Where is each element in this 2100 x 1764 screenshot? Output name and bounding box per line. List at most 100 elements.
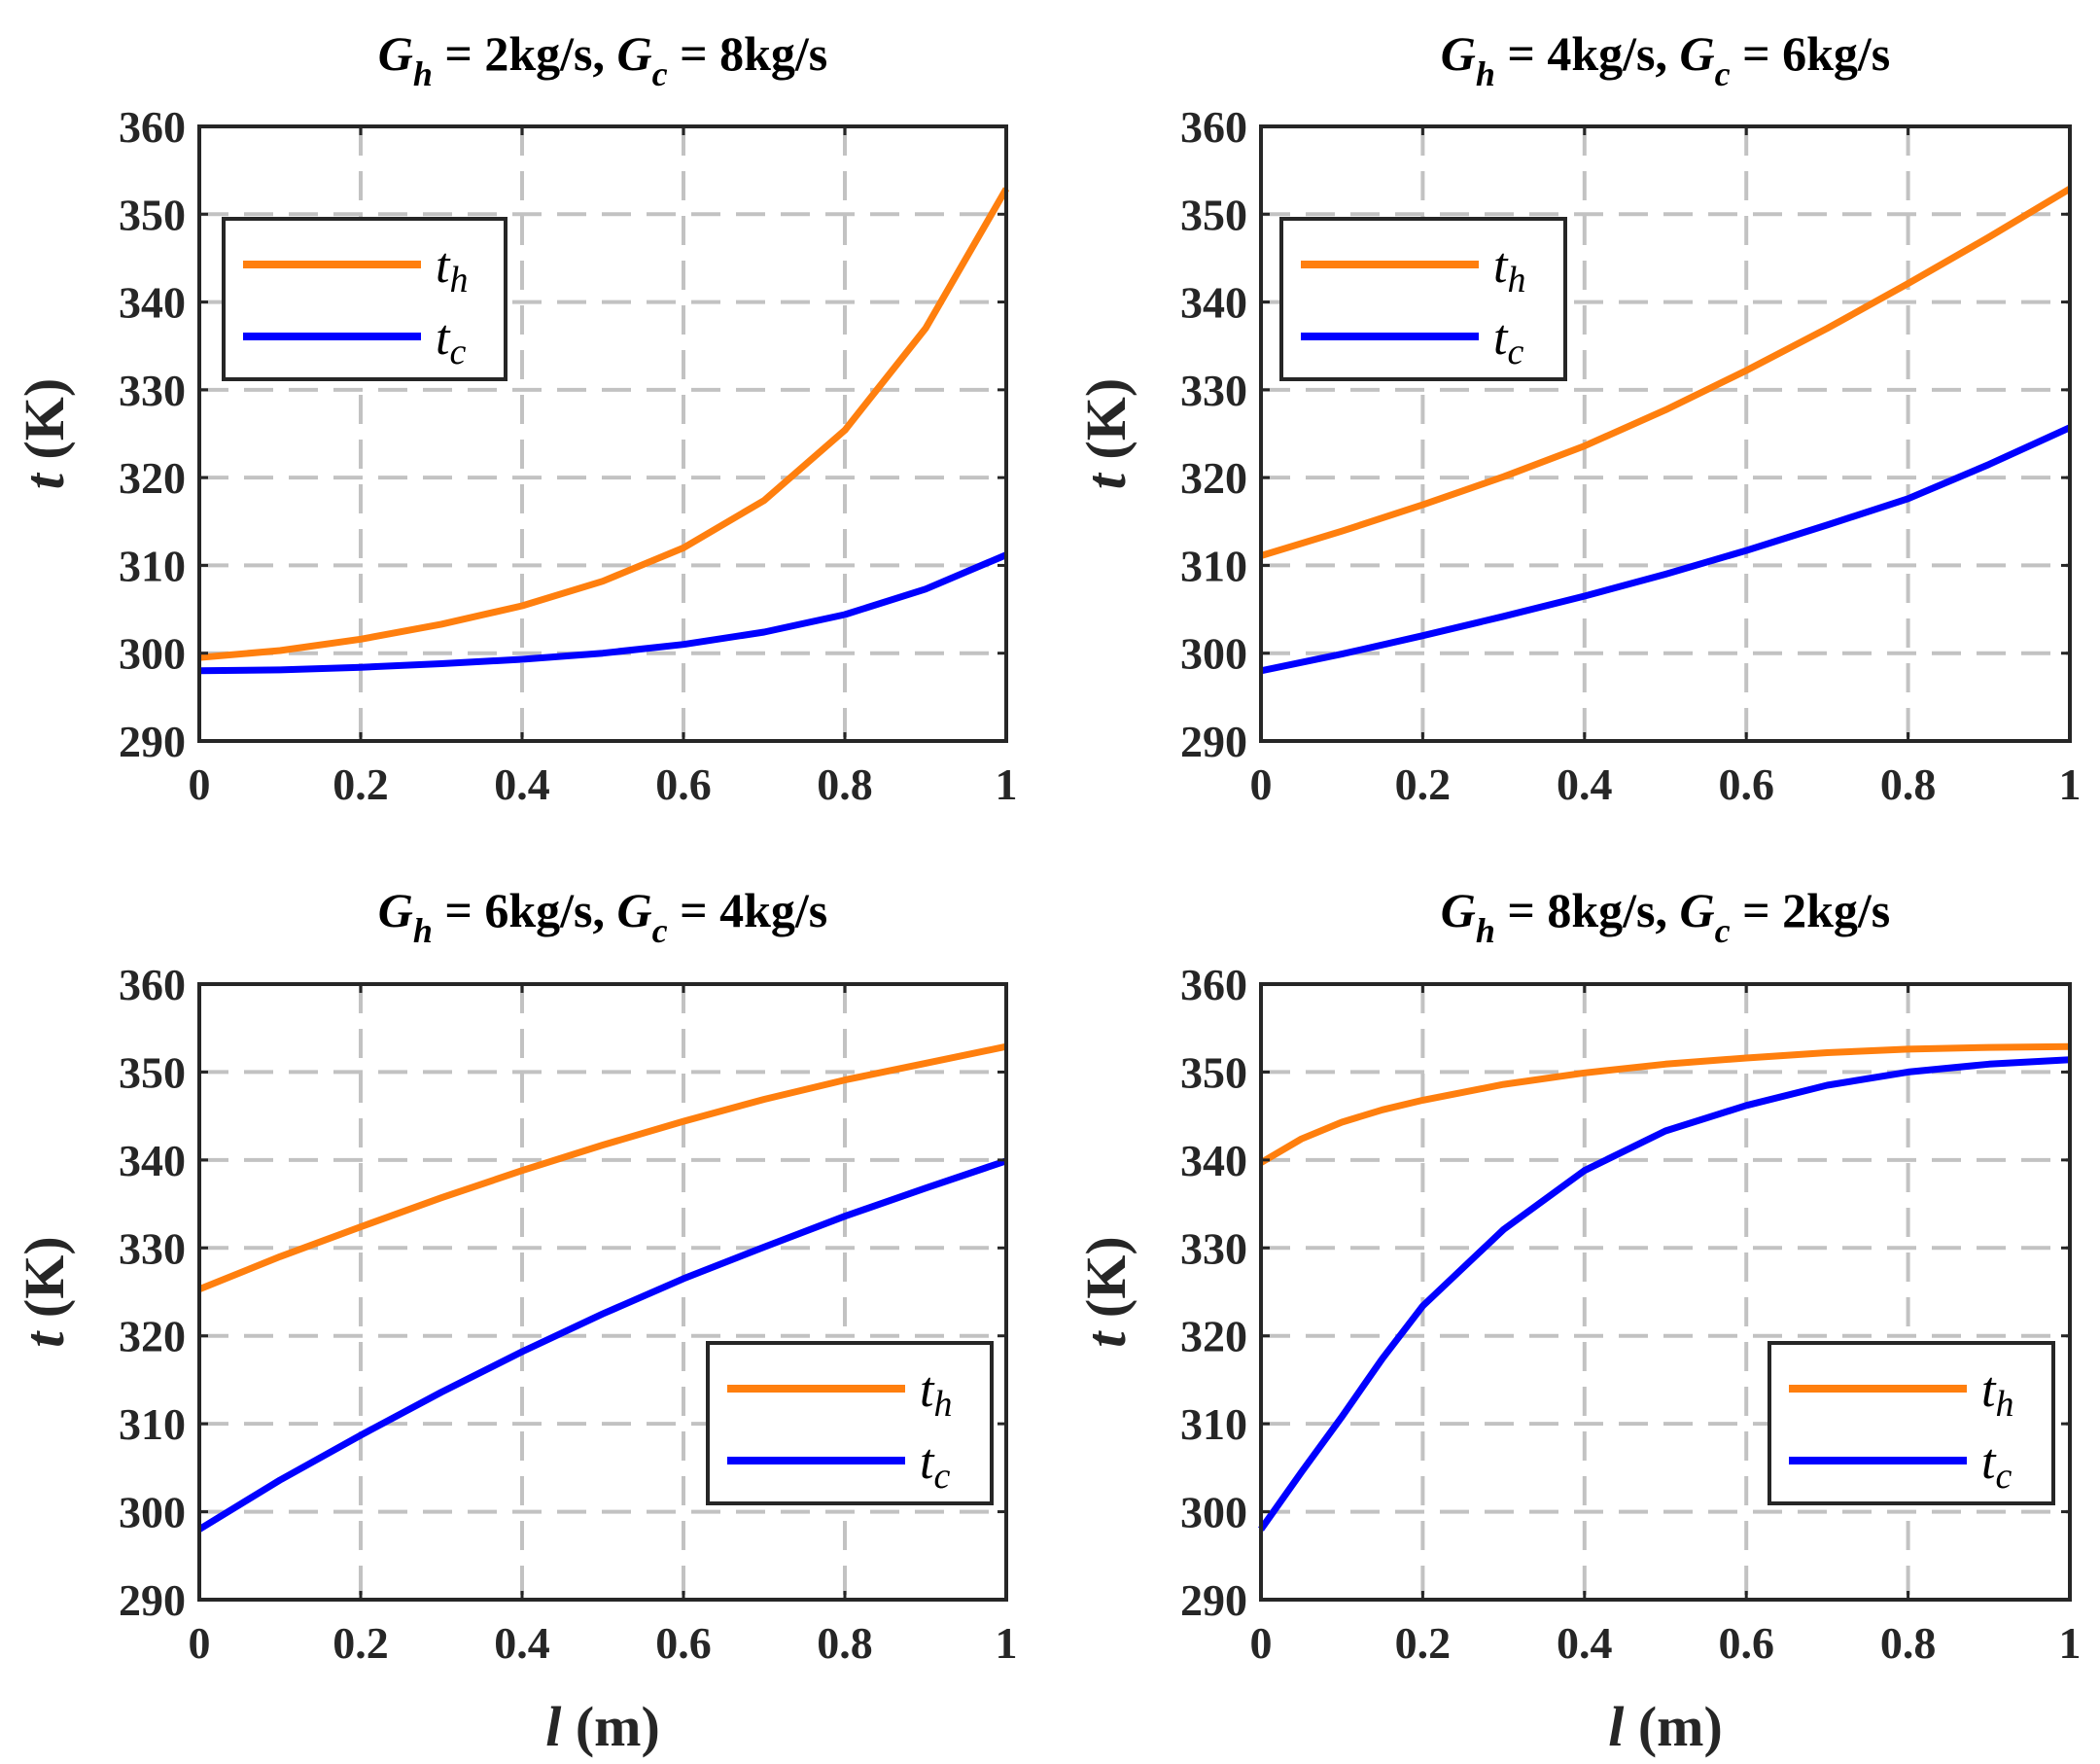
y-tick-label: 360 xyxy=(1180,960,1247,1009)
x-tick-label: 0.2 xyxy=(1395,1618,1452,1668)
chart-title-part: = 6kg/s, xyxy=(433,883,617,937)
y-tick-label: 320 xyxy=(1180,1312,1247,1361)
y-axis-label: t (K) xyxy=(13,378,76,489)
y-axis-label: t (K) xyxy=(1074,1236,1138,1347)
x-axis-label-symbol: l xyxy=(545,1695,562,1758)
legend-label-symbol: t xyxy=(1981,1434,1997,1490)
grid-lines xyxy=(1261,984,2070,1600)
x-tick-label: 0 xyxy=(189,759,211,809)
legend-label-t_h: th xyxy=(1981,1362,2013,1425)
y-tick-label: 330 xyxy=(1180,366,1247,415)
x-axis-label-symbol: l xyxy=(1608,1695,1625,1758)
chart-title: Gh = 4kg/s, Gc = 6kg/s xyxy=(1441,26,1891,93)
y-tick-label: 360 xyxy=(119,102,186,152)
chart-title-part: G xyxy=(1680,26,1715,81)
x-tick-label: 0.4 xyxy=(1557,759,1613,809)
x-tick-label: 0.8 xyxy=(1880,1618,1937,1668)
legend-label-sub: c xyxy=(1507,332,1523,372)
legend-label-t_c: tc xyxy=(920,1434,950,1497)
legend: th tc xyxy=(1279,217,1567,381)
tick-marks xyxy=(1259,124,2072,743)
legend-label-symbol: t xyxy=(436,238,451,294)
y-tick-label: 360 xyxy=(119,960,186,1009)
y-tick-label: 310 xyxy=(1180,1399,1247,1449)
y-tick-label: 330 xyxy=(119,366,186,415)
chart-title-part: G xyxy=(1441,26,1476,81)
chart-title-part: h xyxy=(413,54,433,93)
x-tick-label: 1 xyxy=(2059,1618,2082,1668)
legend-label-t_h: th xyxy=(1493,238,1525,300)
chart-title-part: c xyxy=(1715,911,1731,950)
y-axis-label-unit: (K) xyxy=(13,1236,76,1331)
legend-label-sub: h xyxy=(933,1384,952,1425)
legend-label-t_h: th xyxy=(436,238,468,300)
y-tick-label: 360 xyxy=(1180,102,1247,152)
chart-title-part: = 4kg/s, xyxy=(1495,26,1680,81)
y-tick-label: 340 xyxy=(119,1136,186,1185)
x-tick-label: 1 xyxy=(996,1618,1018,1668)
chart-panel-1: 0 0.2 0.4 0.6 0.8 1 290 300 310 320 330 340 350 360 Gh… xyxy=(13,26,1018,809)
y-tick-label: 340 xyxy=(1180,1136,1247,1185)
y-tick-label: 300 xyxy=(119,1488,186,1537)
y-tick-label: 320 xyxy=(1180,453,1247,503)
chart-title-part: h xyxy=(413,911,433,950)
y-axis-label: t (K) xyxy=(13,1236,76,1347)
y-tick-label: 320 xyxy=(119,1312,186,1361)
chart-title-part: G xyxy=(378,883,413,937)
y-tick-label: 340 xyxy=(119,278,186,328)
legend-box xyxy=(706,1341,994,1505)
legend-label-t_h: th xyxy=(920,1362,952,1425)
series-line-t_c xyxy=(1258,1056,2071,1532)
x-tick-label: 0.2 xyxy=(332,759,389,809)
chart-panel-2: 0 0.2 0.4 0.6 0.8 1 290 300 310 320 330 340 350 360 Gh… xyxy=(1074,26,2082,809)
x-tick-label: 0.2 xyxy=(332,1618,389,1668)
legend-label-symbol: t xyxy=(920,1362,935,1418)
legend-label-sub: h xyxy=(1995,1384,2013,1425)
y-tick-label: 350 xyxy=(1180,190,1247,239)
chart-title-part: = 2kg/s, xyxy=(433,26,617,81)
x-axis-label-unit: (m) xyxy=(561,1695,659,1758)
series-line-t_c xyxy=(1260,424,2072,675)
y-tick-label: 310 xyxy=(119,541,186,590)
legend-label-sub: c xyxy=(933,1456,950,1497)
grid-lines xyxy=(199,984,1006,1600)
series-line-t_h xyxy=(197,1042,1007,1293)
legend-box xyxy=(222,217,508,381)
chart-title-part: c xyxy=(1715,54,1731,93)
y-axis-label-symbol: t xyxy=(13,472,76,489)
chart-title-part: h xyxy=(1476,911,1495,950)
x-tick-label: 0.6 xyxy=(655,1618,712,1668)
series-line-t_h xyxy=(1259,186,2072,559)
y-axis-label-symbol: t xyxy=(1074,472,1138,489)
chart-title-part: h xyxy=(1476,54,1495,93)
axes-box xyxy=(1259,982,2072,1602)
x-tick-label: 0.8 xyxy=(817,1618,873,1668)
y-axis-label-unit: (K) xyxy=(1074,378,1138,474)
plot-area xyxy=(199,984,1006,1600)
legend-label-t_c: tc xyxy=(1493,310,1523,372)
y-tick-label: 300 xyxy=(1180,629,1247,679)
y-axis-label-symbol: t xyxy=(1074,1330,1138,1348)
x-tick-label: 0 xyxy=(1250,1618,1273,1668)
series-line-t_h xyxy=(1259,1042,2071,1166)
y-tick-label: 350 xyxy=(119,1047,186,1097)
y-tick-label: 300 xyxy=(1180,1488,1247,1537)
chart-panel-4: 0 0.2 0.4 0.6 0.8 1 290 300 310 320 330 340 350 360 Gh… xyxy=(1074,883,2082,1758)
x-axis-label-unit: (m) xyxy=(1624,1695,1722,1758)
y-tick-label: 290 xyxy=(119,1575,186,1625)
legend-box xyxy=(1768,1341,2055,1505)
legend-label-symbol: t xyxy=(1493,310,1509,366)
x-tick-label: 0.6 xyxy=(1718,759,1774,809)
plot-area xyxy=(1261,984,2070,1600)
x-tick-label: 0 xyxy=(1250,759,1273,809)
series-line-t_c xyxy=(198,551,1008,675)
x-tick-label: 0.2 xyxy=(1395,759,1452,809)
y-axis-label-symbol: t xyxy=(13,1330,76,1348)
legend-label-sub: h xyxy=(1507,260,1525,300)
y-tick-label: 300 xyxy=(119,629,186,679)
y-tick-label: 350 xyxy=(1180,1047,1247,1097)
tick-marks xyxy=(1259,982,2072,1602)
chart-title-part: G xyxy=(1680,883,1715,937)
